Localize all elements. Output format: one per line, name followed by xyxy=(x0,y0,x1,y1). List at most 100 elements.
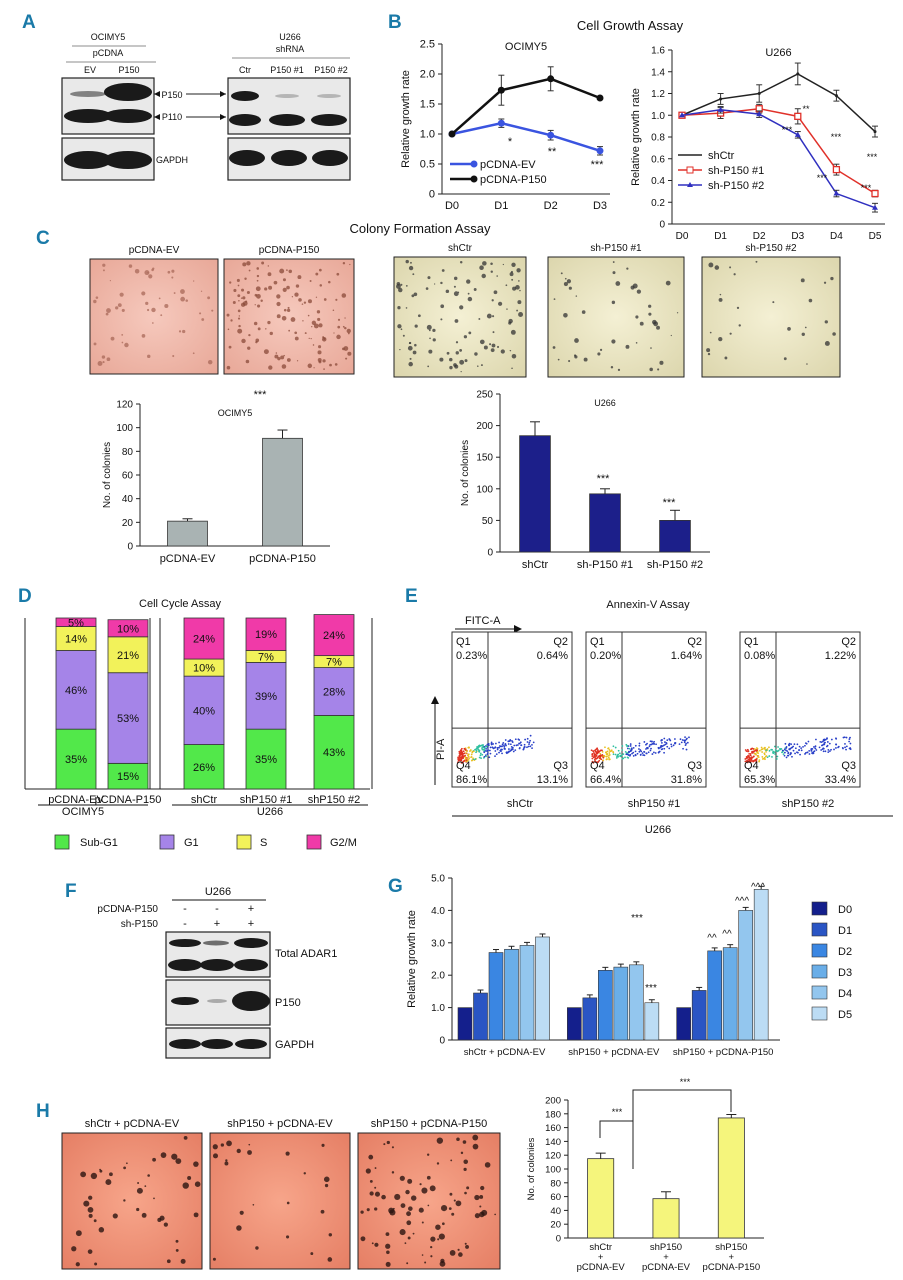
e-event xyxy=(480,757,482,760)
e-event xyxy=(460,761,463,764)
e-event xyxy=(799,753,801,756)
e-event xyxy=(593,758,596,761)
c-colony-dot xyxy=(612,271,616,275)
b-star: *** xyxy=(591,159,605,171)
bRight-x-tick-label: D3 xyxy=(791,231,804,242)
c-colony-dot xyxy=(599,348,603,352)
c-colony-dot xyxy=(307,299,312,304)
e-event xyxy=(595,757,598,760)
g-bar xyxy=(738,910,753,1041)
c-colony-dot xyxy=(297,275,302,280)
h-colony-image xyxy=(357,1132,501,1270)
e-event xyxy=(597,761,599,763)
e-event xyxy=(783,754,786,757)
c-colony-dot xyxy=(564,277,567,280)
h-colony-dot xyxy=(466,1186,470,1190)
e-event xyxy=(783,751,786,754)
e-event xyxy=(685,748,688,751)
c-colony-dot xyxy=(312,344,315,346)
e-event xyxy=(749,754,752,757)
e-event xyxy=(764,758,766,761)
c-colony-dot xyxy=(245,359,250,364)
c-colony-dot xyxy=(144,270,150,276)
e-event xyxy=(848,738,851,741)
e-event xyxy=(819,740,822,743)
e-event xyxy=(663,744,665,747)
c-colony-dot xyxy=(492,315,495,318)
a-left-cell: OCIMY5 xyxy=(91,32,126,42)
e-event xyxy=(849,747,852,749)
e-event xyxy=(492,743,494,745)
e-event xyxy=(591,757,594,760)
c-colony-dot xyxy=(346,328,351,334)
d-segment-label: 46% xyxy=(65,685,87,697)
e-event xyxy=(830,748,832,751)
e-event xyxy=(639,749,642,751)
e-event xyxy=(486,746,489,749)
e-event xyxy=(649,743,652,746)
e-event xyxy=(775,750,778,752)
d-segment-label: 5% xyxy=(68,617,84,629)
bLeft-point xyxy=(596,147,604,155)
c-colony-dot xyxy=(294,336,299,341)
e-event xyxy=(602,759,605,762)
d-segment-label: 35% xyxy=(255,754,277,766)
bLeft-point xyxy=(448,130,456,138)
e-event xyxy=(758,759,761,762)
c-colony-dot xyxy=(257,327,261,331)
c-colony-dot xyxy=(294,331,298,335)
e-event xyxy=(823,743,826,746)
c-colony-dot xyxy=(652,319,657,325)
g-y-tick-label: 0 xyxy=(439,1036,445,1047)
bRight-point xyxy=(679,112,685,118)
e-event xyxy=(481,753,484,756)
e-event xyxy=(622,757,625,760)
g-y-tick-label: 3.0 xyxy=(431,938,445,949)
h-colony-dot xyxy=(407,1236,411,1240)
c-colony-images: pCDNA-EV pCDNA-P150 shCtr sh-P150 #1 sh-P150… xyxy=(89,243,841,378)
g-legend-label: D5 xyxy=(838,1009,852,1021)
bLeft-series-line xyxy=(451,121,601,152)
e-event xyxy=(459,749,462,752)
c-colony-dot xyxy=(397,324,402,329)
h-colony-dot xyxy=(137,1182,140,1184)
e-event xyxy=(805,742,808,745)
e-event xyxy=(601,754,604,756)
e-event xyxy=(758,749,761,752)
hChart-x-tick-label: pCDNA-EV xyxy=(642,1262,691,1273)
c-colony-dot xyxy=(552,346,556,349)
c-colony-dot xyxy=(105,312,109,316)
g-hat: ^^^ xyxy=(751,882,765,893)
e-event xyxy=(615,757,618,759)
e-event xyxy=(787,754,790,757)
c-colony-dot xyxy=(517,300,522,305)
c-colony-dot xyxy=(237,284,240,287)
c-colony-dot xyxy=(336,334,341,340)
e-event xyxy=(498,741,500,744)
g-bar xyxy=(567,1007,582,1041)
e-event xyxy=(641,752,644,755)
c-colony-dot xyxy=(286,358,291,362)
c-colony-dot xyxy=(283,354,285,357)
bLeft-legend-label: pCDNA-P150 xyxy=(480,174,547,186)
c-colony-dot xyxy=(474,352,478,356)
panel-e-letter: E xyxy=(405,586,418,607)
e-event xyxy=(605,751,607,754)
c-colony-dot xyxy=(151,307,156,313)
c-colony-dot xyxy=(304,332,307,335)
hChart-y-tick-label: 180 xyxy=(545,1109,561,1120)
bRight-y-label: Relative growth rate xyxy=(630,88,642,186)
c-colony-dot xyxy=(409,341,412,345)
c-colony-dot xyxy=(246,290,250,295)
c-colony-dot xyxy=(241,288,245,292)
c-colony-dot xyxy=(337,318,341,321)
c-colony-dot xyxy=(801,332,805,336)
c-colony-dot xyxy=(459,349,463,352)
g-legend-swatch xyxy=(811,1006,828,1021)
e-q1-label: Q1 xyxy=(590,636,605,648)
e-event xyxy=(651,753,654,755)
e-event xyxy=(813,750,816,753)
e-event xyxy=(648,745,651,748)
g-bar xyxy=(707,950,722,1041)
e-event xyxy=(522,747,525,750)
